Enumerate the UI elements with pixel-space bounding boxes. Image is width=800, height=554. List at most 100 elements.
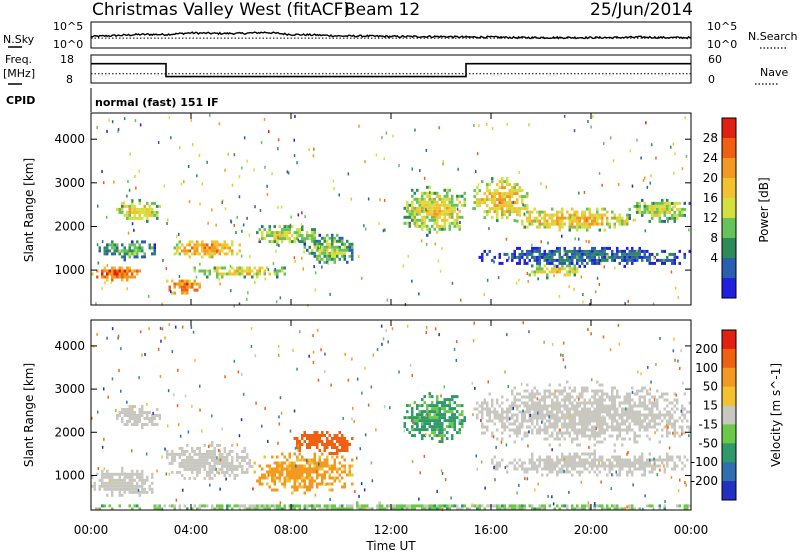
- heatmap-cell: [411, 416, 414, 420]
- heatmap-cell: [116, 414, 119, 417]
- heatmap-cell: [508, 213, 511, 217]
- heatmap-cell: [501, 410, 504, 414]
- heatmap-cell: [521, 416, 524, 420]
- heatmap-cell: [431, 218, 434, 222]
- heatmap-cell: [466, 507, 469, 511]
- heatmap-speckle: [642, 178, 645, 182]
- heatmap-cell: [263, 507, 266, 511]
- heatmap-cell: [548, 464, 551, 468]
- heatmap-cell: [531, 452, 534, 456]
- heatmap-cell: [143, 411, 146, 414]
- heatmap-cell: [211, 476, 214, 480]
- heatmap-cell: [463, 419, 466, 423]
- heatmap-cell: [486, 401, 489, 405]
- heatmap-cell: [248, 266, 251, 270]
- heatmap-cell: [666, 258, 669, 262]
- heatmap-cell: [223, 243, 226, 247]
- heatmap-cell: [608, 413, 611, 417]
- heatmap-cell: [243, 446, 246, 450]
- heatmap-cell: [553, 401, 556, 405]
- heatmap-speckle: [95, 507, 97, 511]
- heatmap-cell: [573, 464, 576, 468]
- heatmap-cell: [418, 206, 421, 210]
- heatmap-cell: [573, 270, 576, 274]
- noise-tick-right-bottom: 10^0: [707, 38, 737, 51]
- heatmap-cell: [601, 222, 604, 226]
- heatmap-speckle: [632, 218, 635, 222]
- heatmap-cell: [296, 228, 299, 232]
- heatmap-cell: [213, 473, 216, 477]
- heatmap-cell: [606, 464, 609, 468]
- heatmap-speckle: [218, 448, 220, 452]
- heatmap-speckle: [117, 129, 119, 133]
- heatmap-cell: [581, 413, 584, 417]
- heatmap-cell: [631, 249, 634, 253]
- heatmap-cell: [438, 197, 441, 201]
- heatmap-cell: [581, 386, 584, 390]
- heatmap-cell: [141, 249, 144, 253]
- heatmap-cell: [266, 470, 269, 474]
- heatmap-cell: [273, 225, 276, 229]
- heatmap-cell: [126, 414, 129, 417]
- heatmap-cell: [478, 504, 481, 508]
- heatmap-cell: [223, 449, 226, 453]
- heatmap-cell: [611, 407, 614, 411]
- heatmap-speckle: [587, 120, 589, 123]
- heatmap-cell: [256, 231, 259, 235]
- heatmap-cell: [431, 401, 434, 405]
- heatmap-cell: [648, 464, 651, 468]
- heatmap-speckle: [664, 500, 666, 504]
- heatmap-cell: [626, 416, 629, 420]
- heatmap-cell: [606, 395, 609, 399]
- heatmap-speckle: [642, 507, 644, 511]
- heatmap-speckle: [443, 385, 445, 389]
- heatmap-cell: [653, 207, 656, 211]
- heatmap-cell: [306, 234, 309, 238]
- heatmap-cell: [186, 282, 189, 286]
- heatmap-speckle: [486, 278, 489, 282]
- heatmap-cell: [326, 504, 329, 508]
- heatmap-cell: [603, 252, 606, 256]
- heatmap-speckle: [419, 471, 421, 475]
- heatmap-cell: [298, 231, 301, 235]
- heatmap-cell: [348, 254, 351, 258]
- heatmap-cell: [101, 272, 104, 276]
- colorbar-swatch: [722, 462, 736, 482]
- heatmap-speckle: [537, 277, 539, 281]
- heatmap-cell: [668, 216, 671, 220]
- heatmap-cell: [218, 249, 221, 253]
- heatmap-cell: [381, 504, 384, 508]
- heatmap-cell: [306, 507, 309, 511]
- heatmap-speckle: [111, 327, 114, 331]
- heatmap-cell: [183, 279, 186, 283]
- heatmap-cell: [686, 410, 689, 414]
- heatmap-speckle: [385, 131, 388, 135]
- heatmap-speckle: [124, 472, 126, 476]
- heatmap-cell: [451, 504, 454, 508]
- heatmap-cell: [658, 210, 661, 214]
- heatmap-cell: [648, 207, 651, 211]
- heatmap-cell: [186, 252, 189, 256]
- heatmap-cell: [328, 488, 331, 492]
- heatmap-cell: [571, 216, 574, 220]
- heatmap-cell: [141, 475, 144, 479]
- heatmap-cell: [253, 461, 256, 465]
- heatmap-cell: [193, 249, 196, 253]
- heatmap-speckle: [484, 486, 486, 490]
- heatmap-cell: [656, 422, 659, 426]
- heatmap-cell: [283, 266, 286, 270]
- heatmap-cell: [303, 470, 306, 474]
- heatmap-cell: [131, 417, 134, 420]
- heatmap-speckle: [266, 193, 269, 196]
- heatmap-speckle: [677, 296, 680, 299]
- heatmap-speckle: [625, 407, 627, 411]
- heatmap-cell: [476, 186, 479, 190]
- heatmap-cell: [283, 479, 286, 483]
- heatmap-cell: [541, 507, 544, 511]
- heatmap-cell: [131, 507, 134, 511]
- heatmap-speckle: [170, 136, 172, 140]
- heatmap-cell: [438, 507, 441, 511]
- heatmap-cell: [681, 404, 684, 408]
- heatmap-cell: [538, 225, 541, 229]
- heatmap-cell: [236, 266, 239, 270]
